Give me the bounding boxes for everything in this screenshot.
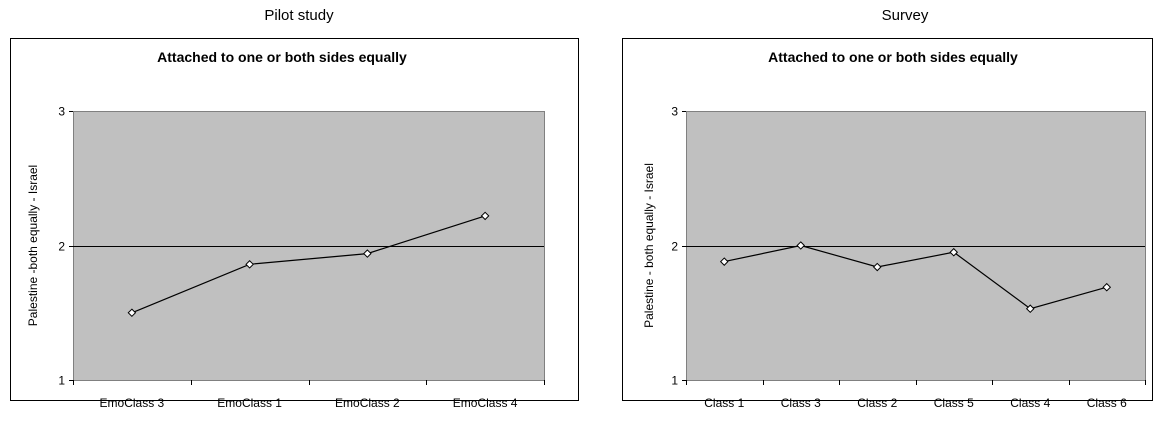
data-point: [1102, 282, 1112, 292]
data-point: [1025, 304, 1035, 314]
y-axis-label: Palestine -both equally - Israel: [26, 165, 40, 326]
y-tick-label: 3: [58, 105, 65, 119]
y-tick-label: 3: [671, 105, 678, 119]
y-tick-label: 2: [58, 240, 65, 254]
x-tick-label: Class 4: [1010, 396, 1050, 410]
x-tick-label: EmoClass 4: [453, 396, 518, 410]
chart-caption: Pilot study: [264, 7, 334, 24]
x-tick-label: Class 2: [857, 396, 897, 410]
x-tick-label: Class 5: [934, 396, 974, 410]
data-point: [245, 260, 254, 269]
chart-title: Attached to one or both sides equally: [157, 49, 407, 65]
x-tick-label: Class 3: [781, 396, 821, 410]
x-tick-label: Class 6: [1087, 396, 1127, 410]
chart-title: Attached to one or both sides equally: [768, 49, 1018, 65]
x-tick-label: EmoClass 3: [100, 396, 165, 410]
chart-1: Pilot study Attached to one or both sides…: [10, 7, 579, 410]
y-tick-label: 1: [671, 374, 678, 388]
series-line: [724, 244, 1107, 310]
data-point: [796, 241, 806, 250]
data-point: [719, 257, 729, 266]
y-tick-label: 1: [58, 374, 65, 388]
y-axis-label: Palestine - both equally - Israel: [642, 163, 656, 328]
chart-2: Survey Attached to one or both sides equa…: [622, 7, 1153, 410]
x-tick-label: EmoClass 2: [335, 396, 400, 410]
x-tick-label: EmoClass 1: [217, 396, 282, 410]
data-point: [872, 262, 882, 272]
y-tick-label: 2: [671, 240, 678, 254]
x-tick-label: Class 1: [704, 396, 744, 410]
series-line: [131, 215, 486, 314]
data-point: [949, 247, 959, 257]
chart-caption: Survey: [882, 7, 929, 24]
data-point: [363, 249, 372, 258]
data-point: [127, 308, 137, 318]
data-point: [480, 211, 490, 221]
